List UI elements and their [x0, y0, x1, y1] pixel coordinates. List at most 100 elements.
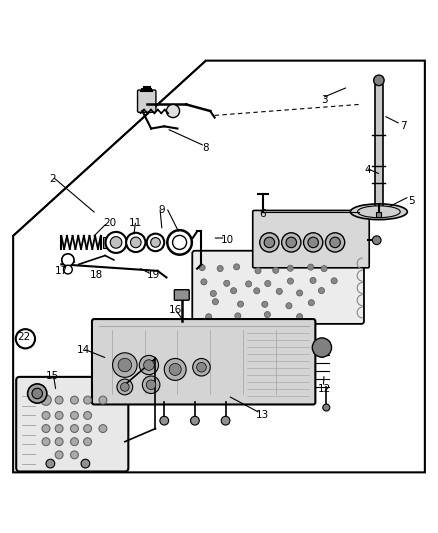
Bar — [103, 237, 114, 248]
FancyBboxPatch shape — [253, 211, 369, 268]
Circle shape — [230, 288, 237, 294]
Circle shape — [308, 237, 318, 248]
Circle shape — [233, 264, 240, 270]
Circle shape — [28, 384, 47, 403]
Circle shape — [193, 359, 210, 376]
Circle shape — [71, 396, 78, 404]
Circle shape — [297, 290, 303, 296]
Circle shape — [276, 288, 283, 294]
Circle shape — [265, 311, 271, 318]
Text: 7: 7 — [399, 122, 406, 131]
Circle shape — [265, 280, 271, 287]
Circle shape — [55, 438, 63, 446]
Circle shape — [84, 438, 92, 446]
Circle shape — [286, 303, 292, 309]
Circle shape — [118, 358, 131, 372]
Circle shape — [84, 411, 92, 419]
Circle shape — [167, 230, 192, 255]
Circle shape — [117, 379, 133, 395]
Text: 8: 8 — [202, 143, 209, 154]
Circle shape — [264, 237, 275, 248]
Circle shape — [255, 268, 261, 274]
Circle shape — [151, 238, 160, 247]
Circle shape — [321, 265, 327, 272]
Circle shape — [106, 232, 127, 253]
Text: 19: 19 — [147, 270, 160, 280]
Bar — [376, 212, 381, 217]
Circle shape — [55, 425, 63, 432]
Circle shape — [147, 233, 164, 251]
FancyBboxPatch shape — [138, 90, 156, 112]
Circle shape — [32, 388, 42, 399]
Text: 22: 22 — [18, 332, 31, 342]
Circle shape — [323, 404, 330, 411]
Circle shape — [310, 277, 316, 284]
Circle shape — [42, 411, 50, 419]
Circle shape — [287, 265, 293, 271]
Text: 14: 14 — [77, 345, 90, 355]
Circle shape — [166, 104, 180, 118]
Ellipse shape — [357, 206, 400, 217]
Circle shape — [286, 237, 297, 248]
Text: 13: 13 — [256, 410, 269, 421]
Circle shape — [308, 300, 314, 306]
Circle shape — [304, 233, 323, 252]
Circle shape — [139, 356, 159, 375]
Circle shape — [210, 290, 216, 296]
Circle shape — [41, 395, 51, 405]
Circle shape — [312, 338, 332, 357]
Circle shape — [55, 396, 63, 404]
Ellipse shape — [350, 204, 407, 220]
Circle shape — [201, 279, 207, 285]
Circle shape — [42, 438, 50, 446]
Text: 6: 6 — [259, 209, 266, 219]
Circle shape — [318, 287, 325, 294]
FancyBboxPatch shape — [92, 319, 315, 405]
Circle shape — [46, 459, 55, 468]
Circle shape — [372, 236, 381, 245]
Circle shape — [160, 416, 169, 425]
Circle shape — [197, 362, 206, 372]
Circle shape — [131, 237, 141, 248]
Circle shape — [374, 75, 384, 86]
Circle shape — [173, 236, 187, 249]
Text: 20: 20 — [103, 217, 116, 228]
Circle shape — [287, 278, 293, 284]
Circle shape — [71, 411, 78, 419]
Text: 5: 5 — [408, 196, 415, 206]
Circle shape — [84, 425, 92, 432]
Circle shape — [81, 459, 90, 468]
Circle shape — [212, 298, 219, 305]
FancyBboxPatch shape — [192, 251, 364, 324]
Circle shape — [199, 264, 205, 271]
Circle shape — [99, 396, 107, 404]
Circle shape — [120, 383, 129, 391]
Circle shape — [144, 360, 154, 370]
Circle shape — [169, 364, 181, 375]
Circle shape — [55, 411, 63, 419]
Circle shape — [262, 301, 268, 308]
Circle shape — [331, 278, 337, 284]
Circle shape — [126, 233, 145, 252]
Circle shape — [217, 265, 223, 272]
Circle shape — [71, 425, 78, 432]
Text: 10: 10 — [221, 235, 234, 245]
Text: 3: 3 — [321, 95, 328, 105]
Text: 4: 4 — [364, 165, 371, 175]
FancyBboxPatch shape — [174, 290, 189, 300]
Circle shape — [297, 313, 303, 320]
Circle shape — [237, 301, 244, 307]
Circle shape — [146, 380, 156, 390]
Text: 16: 16 — [169, 305, 182, 316]
Circle shape — [235, 313, 241, 319]
Circle shape — [64, 265, 72, 274]
Circle shape — [246, 281, 252, 287]
Circle shape — [71, 438, 78, 446]
Circle shape — [113, 353, 137, 377]
Text: 18: 18 — [90, 270, 103, 280]
Circle shape — [164, 359, 186, 381]
Circle shape — [84, 396, 92, 404]
Polygon shape — [13, 61, 425, 472]
Circle shape — [42, 425, 50, 432]
Circle shape — [205, 314, 212, 320]
